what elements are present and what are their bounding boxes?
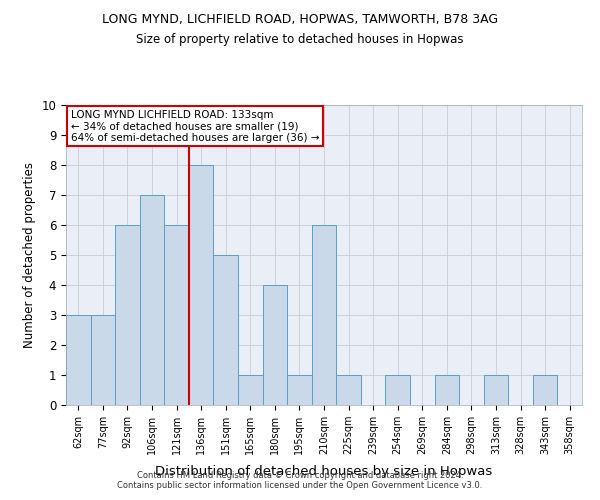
X-axis label: Distribution of detached houses by size in Hopwas: Distribution of detached houses by size … xyxy=(155,466,493,478)
Bar xyxy=(91,315,115,405)
Bar xyxy=(164,225,189,405)
Bar xyxy=(287,375,312,405)
Y-axis label: Number of detached properties: Number of detached properties xyxy=(23,162,36,348)
Text: Contains HM Land Registry data © Crown copyright and database right 2024.
Contai: Contains HM Land Registry data © Crown c… xyxy=(118,470,482,490)
Bar xyxy=(189,165,214,405)
Bar xyxy=(238,375,263,405)
Bar xyxy=(214,255,238,405)
Bar xyxy=(263,285,287,405)
Bar xyxy=(140,195,164,405)
Bar xyxy=(434,375,459,405)
Text: Size of property relative to detached houses in Hopwas: Size of property relative to detached ho… xyxy=(136,32,464,46)
Bar xyxy=(115,225,140,405)
Text: LONG MYND, LICHFIELD ROAD, HOPWAS, TAMWORTH, B78 3AG: LONG MYND, LICHFIELD ROAD, HOPWAS, TAMWO… xyxy=(102,12,498,26)
Bar xyxy=(336,375,361,405)
Bar xyxy=(66,315,91,405)
Bar xyxy=(484,375,508,405)
Bar xyxy=(533,375,557,405)
Text: LONG MYND LICHFIELD ROAD: 133sqm
← 34% of detached houses are smaller (19)
64% o: LONG MYND LICHFIELD ROAD: 133sqm ← 34% o… xyxy=(71,110,319,142)
Bar xyxy=(385,375,410,405)
Bar xyxy=(312,225,336,405)
